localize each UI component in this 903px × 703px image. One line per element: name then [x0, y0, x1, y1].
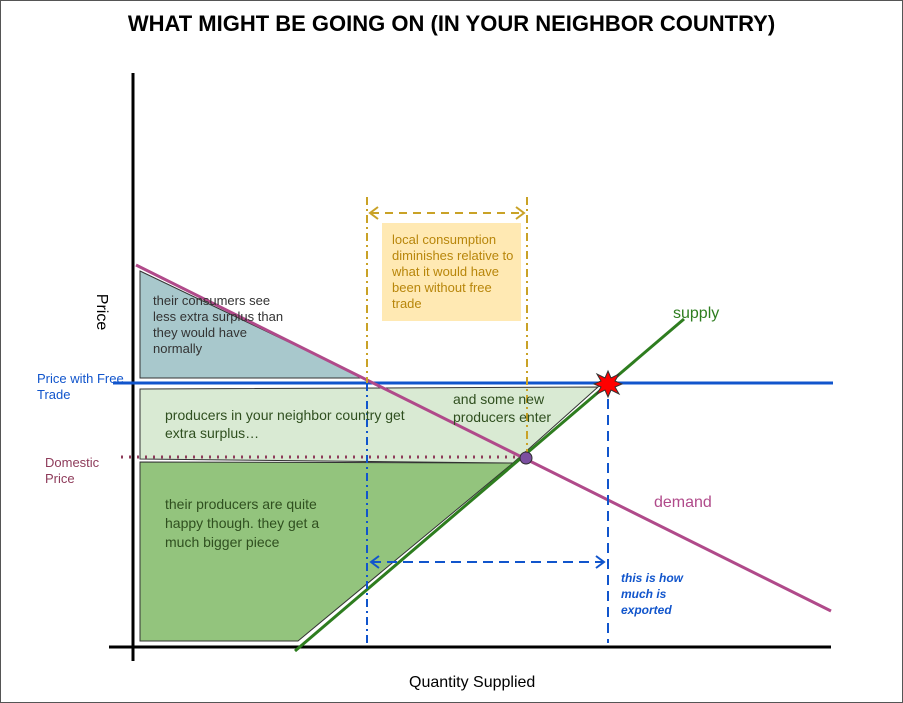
exports-annotation: this is how much is exported: [621, 571, 684, 617]
free-trade-point-star: [592, 369, 624, 399]
consumption-arrowhead-right: [515, 206, 526, 220]
free-trade-price-label: Price with Free Trade: [37, 371, 124, 402]
consumption-arrowhead-left: [368, 206, 379, 220]
domestic-equilibrium-point: [519, 451, 533, 465]
local-consumption-note-box: [382, 223, 521, 321]
diagram-title: WHAT MIGHT BE GOING ON (IN YOUR NEIGHBOR…: [127, 11, 776, 36]
exports-arrowhead-left: [369, 555, 380, 569]
new-producers-annotation: and some new producers enter: [453, 391, 552, 425]
consumer-surplus-annotation: their consumers see less extra surplus t…: [153, 293, 284, 356]
producer-surplus-area: [139, 461, 515, 642]
domestic-price-label: Domestic Price: [45, 455, 100, 486]
exports-arrowhead-right: [595, 555, 606, 569]
demand-label: demand: [654, 494, 712, 511]
x-axis-label: Quantity Supplied: [409, 674, 536, 691]
supply-label: supply: [673, 305, 720, 322]
producer-extra-surplus-annotation: producers in your neighbor country get e…: [165, 407, 405, 441]
demand-curve: [135, 263, 832, 613]
y-axis-label: Price: [93, 293, 111, 331]
local-consumption-annotation: local consumption diminishes relative to…: [392, 232, 514, 311]
producer-surplus-annotation: their producers are quite happy though. …: [165, 496, 320, 550]
